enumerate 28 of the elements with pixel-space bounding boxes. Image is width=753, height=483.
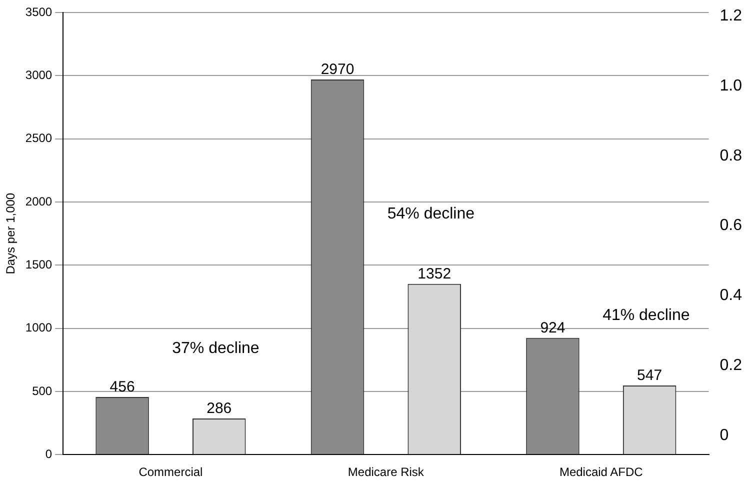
y-axis-title: Days per 1,000 xyxy=(4,192,18,274)
x-tick-label: Commercial xyxy=(138,465,203,480)
y2-tick-label: 0.2 xyxy=(720,356,742,374)
y2-tick-label: 0.8 xyxy=(720,147,742,164)
y-tick-label: 2500 xyxy=(25,131,52,146)
data-label: 924 xyxy=(540,320,566,337)
data-label: 286 xyxy=(206,400,232,418)
annotation: 37% decline xyxy=(172,340,260,357)
y2-tick-label: 1.2 xyxy=(720,8,742,24)
data-label: 456 xyxy=(110,378,135,396)
data-label: 547 xyxy=(637,367,662,384)
y2-tick-label: 0.4 xyxy=(720,287,742,304)
y-tick-label: 0 xyxy=(45,446,52,461)
y-tick-label: 1000 xyxy=(25,320,52,335)
y-tick-label: 1500 xyxy=(25,257,52,272)
y-tick-label: 3000 xyxy=(25,68,52,82)
y-tick-label: 2000 xyxy=(25,194,52,208)
y2-tick-label: 0 xyxy=(720,426,729,444)
y2-tick-label: 0.6 xyxy=(720,217,742,234)
annotation: 41% decline xyxy=(602,306,690,324)
y2-tick-label: 1.0 xyxy=(720,77,742,94)
x-tick-label: Medicare Risk xyxy=(348,465,425,480)
annotation: 54% decline xyxy=(387,205,475,222)
x-tick-label: Medicaid AFDC xyxy=(559,465,644,480)
y-tick-label: 3500 xyxy=(25,4,52,19)
y-tick-label: 500 xyxy=(32,384,52,398)
data-label: 2970 xyxy=(320,61,354,78)
data-label: 1352 xyxy=(418,266,452,282)
